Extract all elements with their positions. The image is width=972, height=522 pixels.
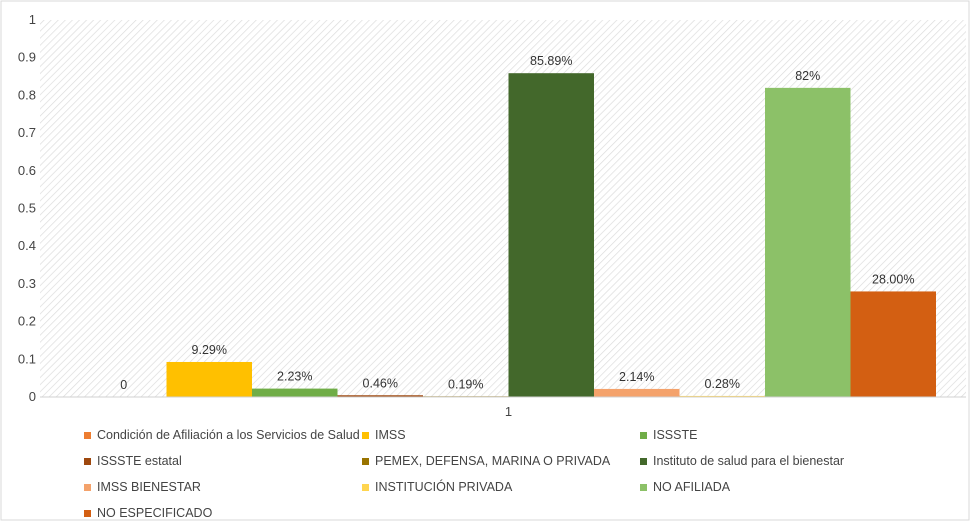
data-label-3: 0.46% (363, 376, 398, 390)
y-tick-label: 0 (29, 389, 36, 404)
legend-label: ISSSTE (653, 428, 698, 442)
bar-6 (594, 388, 680, 397)
legend-item-0: Condición de Afiliación a los Servicios … (84, 426, 362, 444)
y-tick-label: 0.2 (18, 314, 36, 329)
data-label-6: 2.14% (619, 370, 654, 384)
legend-swatch (640, 483, 647, 491)
bar-9 (850, 291, 936, 397)
legend-item-2: ISSSTE (640, 426, 918, 444)
x-tick-label: 1 (505, 404, 512, 419)
legend-label: PEMEX, DEFENSA, MARINA O PRIVADA (375, 454, 611, 468)
data-label-4: 0.19% (448, 377, 483, 391)
legend-swatch (362, 483, 369, 491)
legend-label: IMSS (375, 428, 406, 442)
legend-label: IMSS BIENESTAR (97, 480, 201, 494)
bar-5 (508, 73, 594, 397)
y-tick-label: 0.4 (18, 238, 36, 253)
data-label-1: 9.29% (192, 343, 227, 357)
legend-item-9: NO ESPECIFICADO (84, 504, 362, 522)
y-tick-label: 0.7 (18, 125, 36, 140)
data-label-0: 0 (120, 378, 127, 392)
legend-label: ISSSTE estatal (97, 454, 182, 468)
legend-swatch (640, 431, 647, 439)
legend-item-5: Instituto de salud para el bienestar (640, 452, 918, 470)
bar-3 (337, 395, 423, 397)
y-tick-label: 0.3 (18, 276, 36, 291)
data-label-8: 82% (795, 69, 820, 83)
y-tick-label: 0.1 (18, 351, 36, 366)
bar-8 (765, 87, 851, 398)
legend-label: Condición de Afiliación a los Servicios … (97, 428, 360, 442)
legend-item-6: IMSS BIENESTAR (84, 478, 362, 496)
legend: Condición de Afiliación a los Servicios … (84, 426, 964, 522)
x-axis: 1 (40, 396, 966, 419)
legend-swatch (84, 509, 91, 517)
data-label-7: 0.28% (705, 377, 740, 391)
bar-1 (166, 361, 252, 397)
legend-item-8: NO AFILIADA (640, 478, 918, 496)
data-label-5: 85.89% (530, 54, 572, 68)
y-tick-label: 0.8 (18, 87, 36, 102)
legend-item-3: ISSSTE estatal (84, 452, 362, 470)
legend-item-1: IMSS (362, 426, 640, 444)
y-tick-label: 1 (29, 12, 36, 27)
legend-swatch (640, 457, 647, 465)
legend-label: NO ESPECIFICADO (97, 506, 213, 520)
y-axis: 0 0.1 0.2 0.3 0.4 0.5 0.6 0.7 0.8 0.9 1 (18, 12, 36, 404)
legend-label: Instituto de salud para el bienestar (653, 454, 845, 468)
legend-label: NO AFILIADA (653, 480, 731, 494)
bars (166, 73, 936, 398)
y-tick-label: 0.5 (18, 201, 36, 216)
legend-swatch (84, 483, 91, 491)
legend-swatch (84, 457, 91, 465)
legend-item-4: PEMEX, DEFENSA, MARINA O PRIVADA (362, 452, 640, 470)
bar-7 (679, 395, 765, 397)
legend-label: INSTITUCIÓN PRIVADA (375, 480, 513, 494)
legend-item-7: INSTITUCIÓN PRIVADA (362, 478, 640, 496)
data-labels: 0 9.29% 2.23% 0.46% 0.19% 85.89% 2.14% 0.28% 82%… (120, 54, 914, 392)
data-label-9: 28.00% (872, 272, 914, 286)
bar-2 (252, 388, 338, 397)
data-label-2: 2.23% (277, 370, 312, 384)
legend-swatch (362, 457, 369, 465)
y-tick-label: 0.9 (18, 50, 36, 65)
legend-swatch (362, 431, 369, 439)
y-tick-label: 0.6 (18, 163, 36, 178)
legend-swatch (84, 431, 91, 439)
